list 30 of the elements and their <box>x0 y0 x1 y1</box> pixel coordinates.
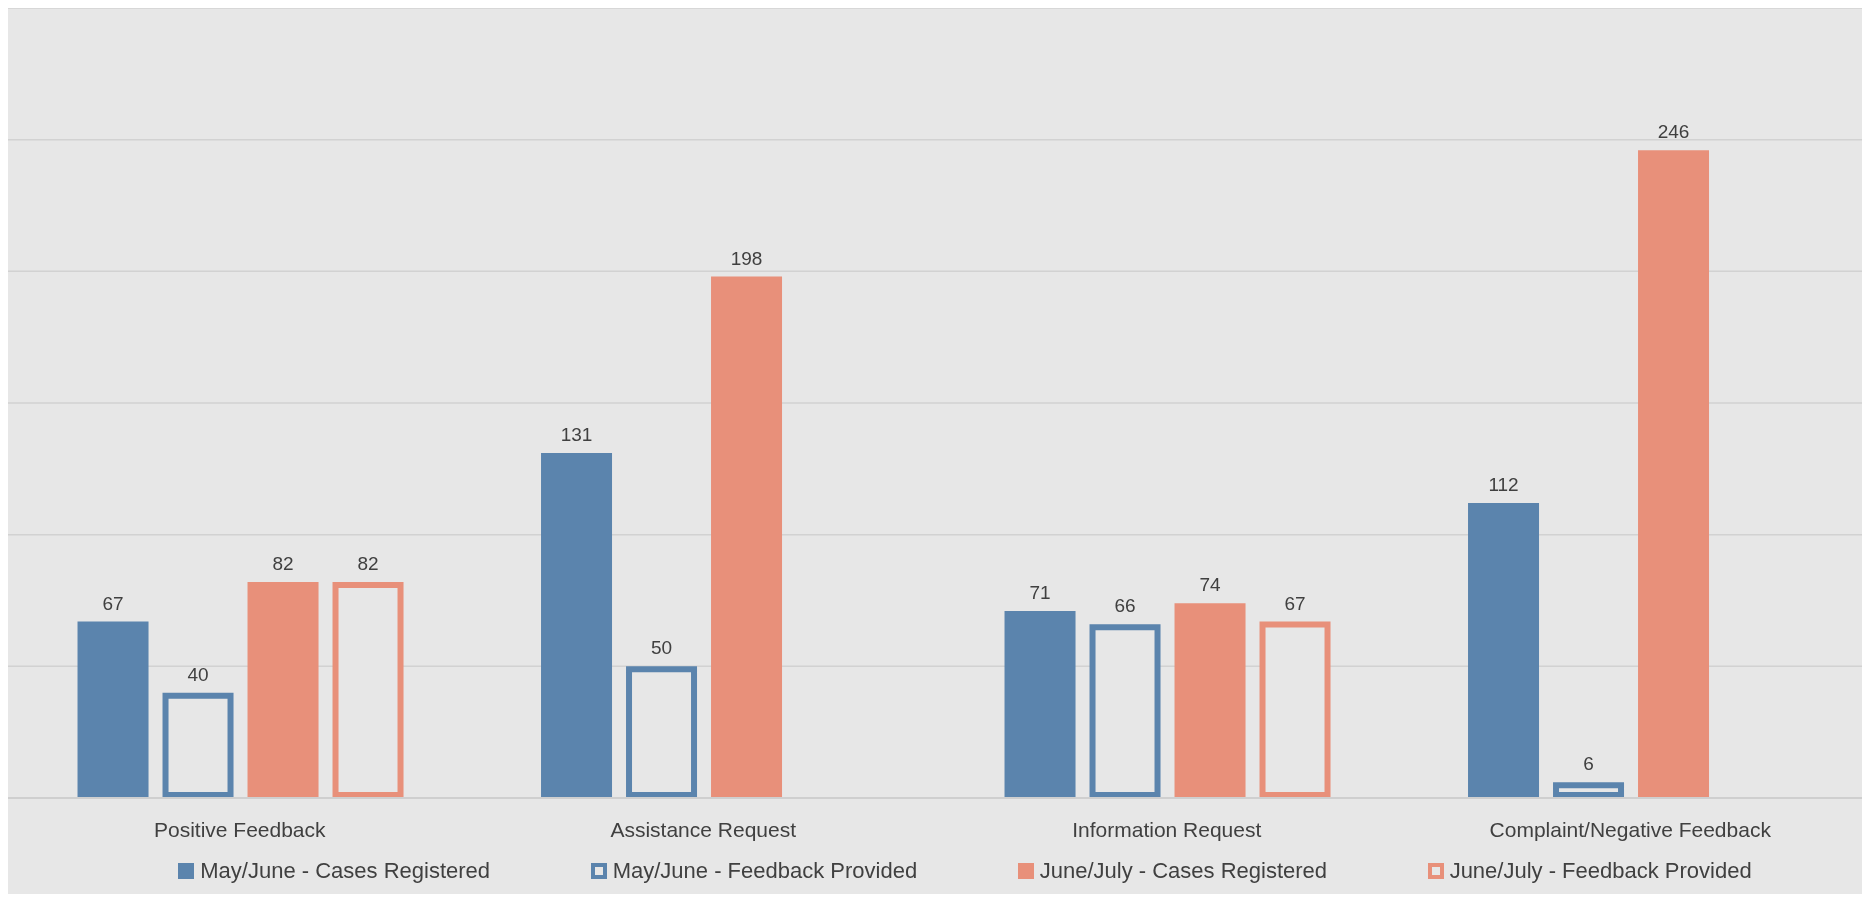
x-tick-label: Positive Feedback <box>153 817 327 841</box>
x-tick-label: Information Request <box>1072 817 1262 841</box>
data-label: 40 <box>187 663 209 685</box>
data-label: 67 <box>1284 592 1306 614</box>
data-label: 198 <box>730 247 763 269</box>
data-label: 66 <box>1114 595 1136 617</box>
bar <box>711 276 783 798</box>
bar <box>247 582 319 798</box>
bar <box>1004 611 1076 798</box>
data-label: 74 <box>1199 574 1222 596</box>
data-label: 112 <box>1488 474 1519 496</box>
legend-label: May/June - Cases Registered <box>200 858 491 884</box>
bar <box>1174 603 1246 798</box>
bar <box>541 453 613 798</box>
legend-label: June/July - Feedback Provided <box>1449 858 1752 884</box>
legend-label: May/June - Feedback Provided <box>612 858 918 884</box>
data-label: 71 <box>1029 582 1051 604</box>
data-label: 246 <box>1657 121 1690 143</box>
data-label: 131 <box>560 424 593 446</box>
data-label: 50 <box>650 637 673 659</box>
bar <box>1638 150 1710 798</box>
data-label: 82 <box>272 553 294 575</box>
data-label: 82 <box>357 553 379 575</box>
data-label: 6 <box>1583 753 1594 775</box>
legend-label: June/July - Cases Registered <box>1039 858 1328 884</box>
x-tick-label: Complaint/Negative Feedback <box>1489 817 1772 841</box>
data-label: 67 <box>102 592 124 614</box>
bar <box>77 621 149 798</box>
x-tick-label: Assistance Request <box>610 817 797 841</box>
bar <box>1468 503 1540 798</box>
